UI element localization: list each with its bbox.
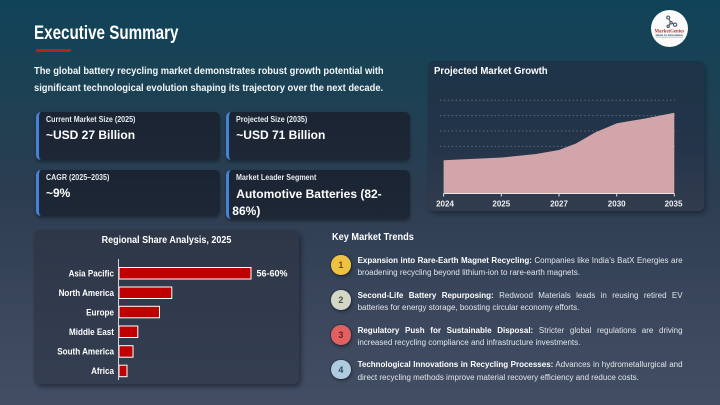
- svg-text:Africa: Africa: [91, 365, 114, 376]
- svg-text:2030: 2030: [608, 200, 626, 209]
- svg-text:Ideas to Innovation: Ideas to Innovation: [655, 33, 683, 37]
- svg-text:North America: North America: [59, 287, 115, 298]
- svg-text:2035: 2035: [665, 200, 683, 209]
- svg-text:Middle East: Middle East: [69, 326, 114, 337]
- svg-text:2024: 2024: [436, 200, 454, 209]
- svg-text:South America: South America: [57, 346, 114, 357]
- svg-text:56-60%: 56-60%: [257, 268, 288, 278]
- svg-text:2027: 2027: [550, 200, 568, 209]
- svg-text:Asia Pacific: Asia Pacific: [69, 268, 115, 279]
- svg-text:2025: 2025: [492, 200, 510, 209]
- svg-text:Europe: Europe: [86, 306, 114, 317]
- svg-text:MarketGenies: MarketGenies: [654, 30, 684, 35]
